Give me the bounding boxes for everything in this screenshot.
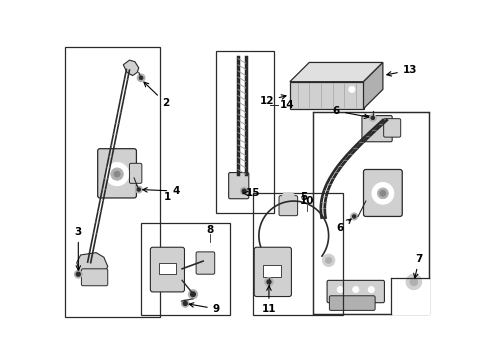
- Circle shape: [377, 188, 388, 199]
- Circle shape: [322, 254, 335, 266]
- Circle shape: [242, 189, 246, 193]
- Text: 7: 7: [414, 254, 423, 278]
- Text: 15: 15: [244, 188, 261, 198]
- Circle shape: [410, 278, 418, 286]
- Text: 8: 8: [206, 225, 214, 235]
- Circle shape: [353, 215, 356, 218]
- Bar: [65, 47, 160, 316]
- Text: 9: 9: [189, 303, 220, 314]
- Circle shape: [369, 114, 376, 121]
- FancyBboxPatch shape: [384, 119, 401, 137]
- FancyBboxPatch shape: [327, 280, 385, 303]
- Circle shape: [240, 187, 248, 195]
- Bar: [253, 193, 343, 315]
- Circle shape: [105, 163, 129, 186]
- FancyBboxPatch shape: [129, 163, 142, 183]
- Circle shape: [371, 116, 374, 120]
- Polygon shape: [290, 62, 383, 82]
- Circle shape: [76, 272, 80, 276]
- Polygon shape: [290, 82, 364, 109]
- Bar: [391, 278, 429, 314]
- Circle shape: [372, 183, 394, 204]
- Circle shape: [380, 191, 386, 196]
- Circle shape: [139, 76, 143, 80]
- Polygon shape: [364, 62, 383, 109]
- FancyBboxPatch shape: [98, 149, 136, 198]
- Bar: [159, 264, 176, 274]
- FancyBboxPatch shape: [229, 172, 249, 199]
- Text: 6: 6: [333, 106, 369, 118]
- Text: 11: 11: [262, 286, 276, 314]
- Circle shape: [368, 287, 374, 293]
- Bar: [216, 51, 274, 213]
- Circle shape: [406, 274, 421, 289]
- Circle shape: [188, 289, 197, 299]
- Circle shape: [353, 287, 359, 293]
- Circle shape: [325, 257, 332, 264]
- Circle shape: [191, 292, 196, 297]
- Polygon shape: [77, 253, 108, 278]
- Circle shape: [114, 171, 120, 177]
- Text: 10: 10: [300, 196, 314, 206]
- Circle shape: [267, 280, 271, 284]
- Text: 2: 2: [144, 82, 170, 108]
- Circle shape: [111, 168, 123, 180]
- FancyBboxPatch shape: [150, 247, 184, 292]
- Text: 1: 1: [164, 192, 171, 202]
- FancyBboxPatch shape: [279, 195, 297, 216]
- Circle shape: [183, 302, 187, 305]
- Polygon shape: [123, 60, 139, 76]
- FancyBboxPatch shape: [196, 252, 215, 274]
- FancyBboxPatch shape: [362, 116, 392, 142]
- Circle shape: [181, 300, 189, 307]
- Bar: [263, 265, 281, 277]
- Circle shape: [265, 278, 273, 286]
- Text: 4: 4: [143, 186, 180, 196]
- Circle shape: [351, 213, 358, 220]
- Bar: [141, 222, 230, 315]
- Circle shape: [74, 270, 82, 278]
- Polygon shape: [282, 193, 294, 197]
- Circle shape: [137, 188, 140, 191]
- Text: 5: 5: [300, 192, 308, 202]
- FancyBboxPatch shape: [364, 170, 402, 216]
- Text: 3: 3: [74, 227, 82, 270]
- Circle shape: [349, 86, 355, 93]
- FancyBboxPatch shape: [254, 247, 292, 297]
- Text: 14: 14: [280, 100, 294, 110]
- Circle shape: [337, 287, 343, 293]
- Text: 6: 6: [337, 219, 351, 233]
- FancyBboxPatch shape: [81, 269, 108, 286]
- Text: 13: 13: [387, 65, 417, 76]
- Bar: [313, 112, 429, 314]
- Circle shape: [135, 186, 142, 193]
- Text: 12: 12: [259, 95, 286, 106]
- Circle shape: [137, 74, 145, 82]
- FancyBboxPatch shape: [329, 296, 375, 310]
